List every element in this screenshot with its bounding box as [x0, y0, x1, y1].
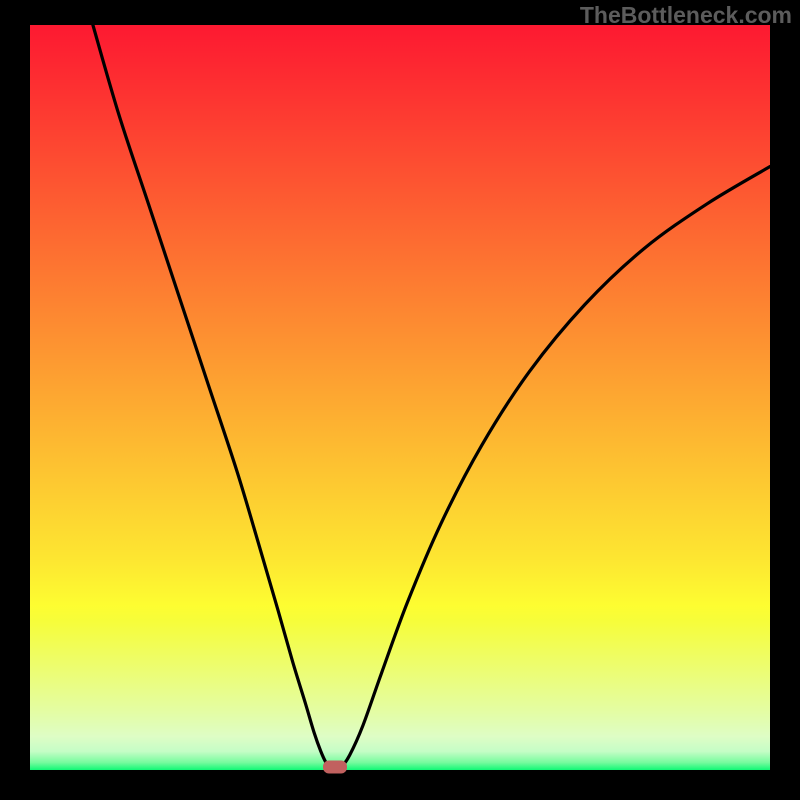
bottleneck-curve	[30, 25, 770, 770]
minimum-marker	[323, 761, 347, 774]
watermark-text: TheBottleneck.com	[580, 2, 792, 29]
chart-container: TheBottleneck.com	[0, 0, 800, 800]
plot-area	[30, 25, 770, 770]
